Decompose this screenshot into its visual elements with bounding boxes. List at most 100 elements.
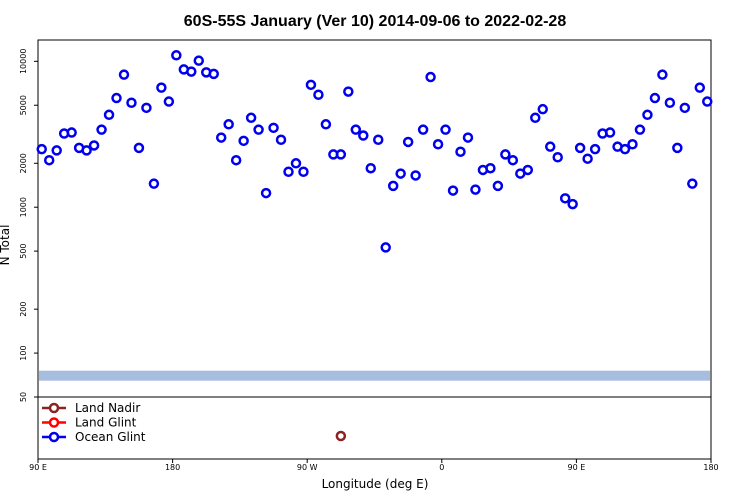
data-point-ocean-glint [507, 154, 519, 166]
data-point-ocean-glint [208, 68, 219, 80]
data-point-ocean-glint [193, 55, 205, 66]
data-point-ocean-glint [440, 124, 451, 135]
chart-title: 60S-55S January (Ver 10) 2014-09-06 to 2… [184, 13, 567, 30]
legend-label-land-nadir: Land Nadir [75, 401, 140, 415]
data-point-ocean-glint [425, 71, 436, 83]
y-tick-label: 1000 [19, 197, 28, 217]
y-tick-label: 100 [19, 345, 28, 360]
y-tick-label: 500 [19, 243, 28, 258]
data-point-ocean-glint [702, 96, 713, 107]
data-point-ocean-glint [238, 135, 249, 147]
y-tick-label: 200 [19, 302, 28, 317]
data-point-ocean-glint [522, 164, 534, 176]
data-point-ocean-glint [81, 145, 92, 156]
data-point-ocean-glint [365, 162, 377, 174]
data-point-ocean-glint [574, 142, 586, 154]
data-point-ocean-glint [111, 92, 122, 104]
y-tick-label: 10000 [19, 49, 28, 74]
data-point-ocean-glint [320, 119, 332, 130]
data-point-ocean-glint [432, 139, 444, 150]
data-point-ocean-glint [619, 143, 631, 155]
data-point-ocean-glint [275, 134, 287, 145]
data-point-ocean-glint [462, 132, 474, 143]
data-point-ocean-glint [335, 149, 347, 160]
x-tick-label: 90 W [297, 463, 318, 472]
data-point-ocean-glint [268, 122, 279, 134]
data-point-ocean-glint [156, 82, 167, 93]
data-point-ocean-glint [657, 69, 668, 80]
y-tick-label: 50 [19, 392, 28, 402]
data-point-ocean-glint [544, 141, 556, 152]
x-tick-label: 90 E [568, 463, 586, 472]
x-tick-label: 180 [165, 463, 180, 472]
x-tick-label: 0 [439, 463, 444, 472]
data-point-ocean-glint [350, 124, 362, 135]
data-point-ocean-glint [395, 168, 406, 179]
data-point-ocean-glint [694, 82, 706, 93]
data-point-ocean-glint [148, 178, 160, 189]
data-point-ocean-glint [627, 139, 638, 150]
data-point-ocean-glint [447, 185, 459, 196]
coverage-band [39, 370, 710, 381]
data-point-ocean-glint [290, 158, 302, 169]
data-point-ocean-glint [215, 132, 227, 143]
data-point-ocean-glint [126, 97, 137, 108]
data-point-ocean-glint [687, 178, 698, 189]
data-point-ocean-glint [530, 112, 541, 124]
data-point-ocean-glint [313, 89, 324, 100]
x-tick-label: 90 E [29, 463, 47, 472]
y-axis-label: N Total [0, 225, 12, 266]
legend-marker-land-glint [48, 417, 60, 428]
data-point-ocean-glint [417, 124, 429, 135]
data-point-ocean-glint [358, 130, 369, 141]
data-point-ocean-glint [253, 124, 264, 135]
legend-marker-ocean-glint [48, 431, 60, 443]
data-point-ocean-glint [604, 127, 616, 138]
data-point-ocean-glint [223, 119, 234, 130]
data-point-ocean-glint [410, 170, 421, 181]
data-point-ocean-glint [245, 112, 257, 124]
data-point-ocean-glint [492, 180, 504, 192]
data-point-ocean-glint [305, 79, 317, 91]
data-point-ocean-glint [380, 242, 391, 253]
plot-area: 50 100 200 500 1000 2000 5000 10000 90 E 180 90 W 0… [19, 39, 719, 472]
data-point-ocean-glint [649, 92, 661, 104]
data-point-ocean-glint [672, 142, 683, 154]
x-tick-label: 180 [703, 463, 718, 472]
data-point-ocean-glint [485, 162, 496, 174]
data-point-ocean-glint [455, 146, 466, 157]
data-point-ocean-glint [141, 102, 152, 114]
legend-label-land-glint: Land Glint [75, 416, 137, 430]
legend-marker-land-nadir [48, 402, 60, 414]
data-point-ocean-glint [559, 193, 571, 204]
data-point-ocean-glint [567, 198, 578, 210]
data-point-ocean-glint [103, 109, 115, 121]
data-point-ocean-glint [260, 187, 272, 199]
data-point-ocean-glint [133, 142, 145, 154]
data-point-ocean-glint [283, 166, 294, 177]
data-point-ocean-glint [43, 154, 55, 166]
data-point-ocean-glint [589, 143, 601, 155]
plot-frame [37, 39, 712, 460]
y-tick-label: 5000 [19, 95, 28, 115]
data-point-ocean-glint [298, 166, 309, 177]
data-point-ocean-glint [163, 96, 175, 107]
data-point-ocean-glint [537, 103, 548, 115]
data-point-ocean-glint [634, 124, 646, 135]
data-point-ocean-glint [51, 145, 62, 156]
data-point-ocean-glint [679, 102, 691, 114]
data-point-ocean-glint [387, 180, 399, 192]
data-point-ocean-glint [36, 143, 47, 155]
data-point-ocean-glint [470, 184, 481, 195]
legend-label-ocean-glint: Ocean Glint [75, 430, 146, 444]
data-point-ocean-glint [402, 136, 414, 148]
data-point-ocean-glint [343, 86, 354, 97]
data-point-ocean-glint [642, 109, 653, 121]
data-point-ocean-glint [500, 149, 511, 160]
y-tick-label: 2000 [19, 153, 28, 173]
data-point-ocean-glint [582, 153, 593, 164]
data-point-ocean-glint [66, 127, 77, 138]
